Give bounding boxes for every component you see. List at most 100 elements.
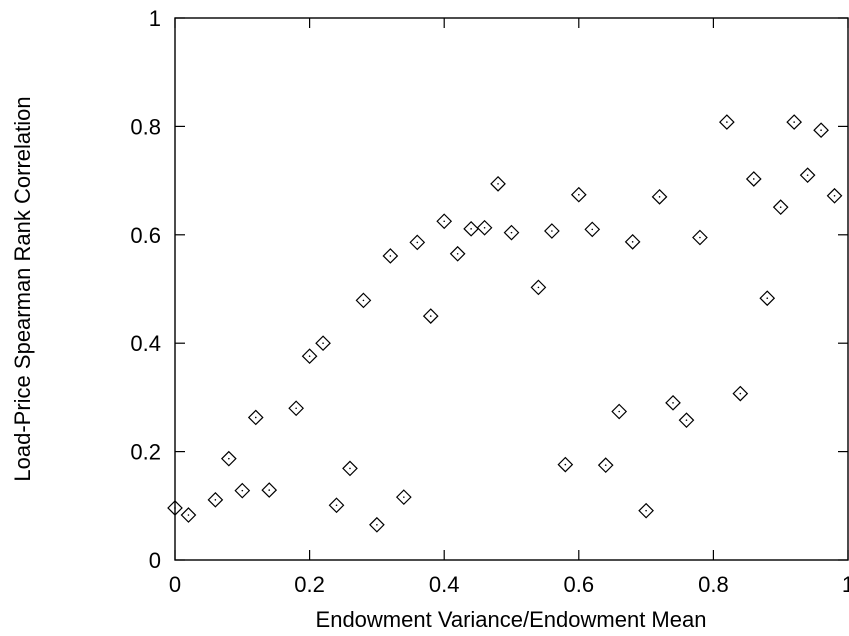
data-point [786, 114, 803, 130]
data-point-center [685, 419, 688, 421]
data-point [261, 482, 278, 498]
data-point [570, 186, 587, 203]
x-tick-label: 1 [842, 572, 849, 597]
data-point-center [483, 226, 486, 229]
data-point [247, 409, 264, 426]
data-point [732, 385, 749, 402]
data-point [409, 234, 426, 251]
data-point-center [510, 231, 513, 234]
data-point [651, 189, 668, 205]
data-point [490, 176, 506, 192]
x-tick-label: 0.6 [564, 572, 595, 597]
data-point [167, 500, 183, 516]
data-point [665, 394, 681, 411]
data-point-center [672, 402, 674, 404]
y-tick-label: 1 [149, 6, 161, 31]
data-point [544, 223, 560, 239]
y-tick-label: 0 [149, 548, 161, 573]
y-tick-label: 0.8 [130, 114, 161, 139]
data-point [180, 507, 197, 523]
data-point [611, 403, 628, 420]
data-point-center [537, 286, 540, 289]
data-point [584, 221, 601, 238]
data-point-center [578, 193, 580, 196]
data-point-center [456, 252, 459, 255]
data-point-center [214, 499, 217, 501]
data-point [449, 245, 466, 262]
data-point-center [429, 315, 432, 317]
data-point [369, 516, 385, 533]
data-point [678, 412, 695, 429]
data-point [503, 224, 520, 241]
y-tick-label: 0.2 [130, 440, 161, 465]
data-point-center [241, 489, 244, 492]
data-point [826, 187, 843, 204]
data-point-center [833, 194, 836, 197]
data-point [557, 456, 574, 473]
data-point [463, 220, 479, 237]
data-point-center [564, 463, 567, 466]
data-point [342, 460, 358, 477]
axis-tick-labels: 0 0.2 0.4 0.6 0.8 1 0 0.2 0.4 0.6 0.8 1 [130, 6, 849, 597]
data-point [597, 457, 614, 473]
data-point-center [752, 178, 755, 180]
data-point [476, 219, 493, 236]
data-point [436, 213, 453, 230]
data-point-center [470, 228, 472, 230]
data-point [301, 348, 318, 365]
data-point-center [295, 407, 297, 410]
axis-ticks [174, 17, 849, 561]
data-point-center [806, 174, 809, 176]
data-point [692, 229, 708, 246]
data-point-center [228, 457, 230, 460]
plot-frame [174, 17, 849, 561]
data-point [207, 491, 224, 508]
data-point-center [362, 299, 365, 302]
data-point-center [631, 241, 634, 243]
data-point [315, 335, 331, 352]
data-point [382, 248, 399, 264]
data-point-center [779, 206, 782, 208]
data-point-center [403, 496, 405, 498]
data-points [167, 114, 843, 533]
data-point [719, 114, 735, 130]
data-point-center [699, 236, 701, 239]
y-tick-label: 0.6 [130, 223, 161, 248]
data-point [422, 308, 439, 324]
data-point [759, 290, 776, 307]
data-point [288, 400, 304, 417]
x-tick-label: 0 [169, 572, 181, 597]
x-axis-label: Endowment Variance/Endowment Mean [316, 607, 707, 632]
y-axis-label: Load-Price Spearman Rank Correlation [10, 96, 35, 481]
data-point-center [308, 355, 311, 358]
data-point-center [389, 255, 392, 257]
data-point-center [349, 467, 351, 470]
data-point-center [820, 129, 822, 131]
x-tick-label: 0.8 [698, 572, 729, 597]
data-point-center [268, 489, 271, 491]
data-point-center [591, 228, 594, 231]
x-tick-label: 0.2 [294, 572, 325, 597]
data-point-center [726, 121, 728, 123]
data-point-center [497, 183, 499, 185]
y-tick-label: 0.4 [130, 331, 161, 356]
data-point-center [174, 507, 176, 509]
data-point [813, 122, 829, 139]
data-point-center [416, 241, 419, 244]
data-point-center [618, 410, 620, 413]
data-point-center [376, 523, 378, 526]
x-tick-label: 0.4 [429, 572, 460, 597]
data-point-center [604, 464, 607, 466]
data-point [745, 171, 762, 187]
data-point-center [551, 230, 553, 232]
data-point-center [335, 504, 338, 507]
data-point-center [187, 514, 190, 516]
data-point [220, 450, 237, 467]
data-point [624, 233, 641, 250]
data-point-center [645, 509, 647, 512]
data-point [638, 502, 654, 519]
data-point-center [658, 196, 661, 198]
data-point [772, 199, 789, 216]
data-point-center [443, 220, 446, 223]
